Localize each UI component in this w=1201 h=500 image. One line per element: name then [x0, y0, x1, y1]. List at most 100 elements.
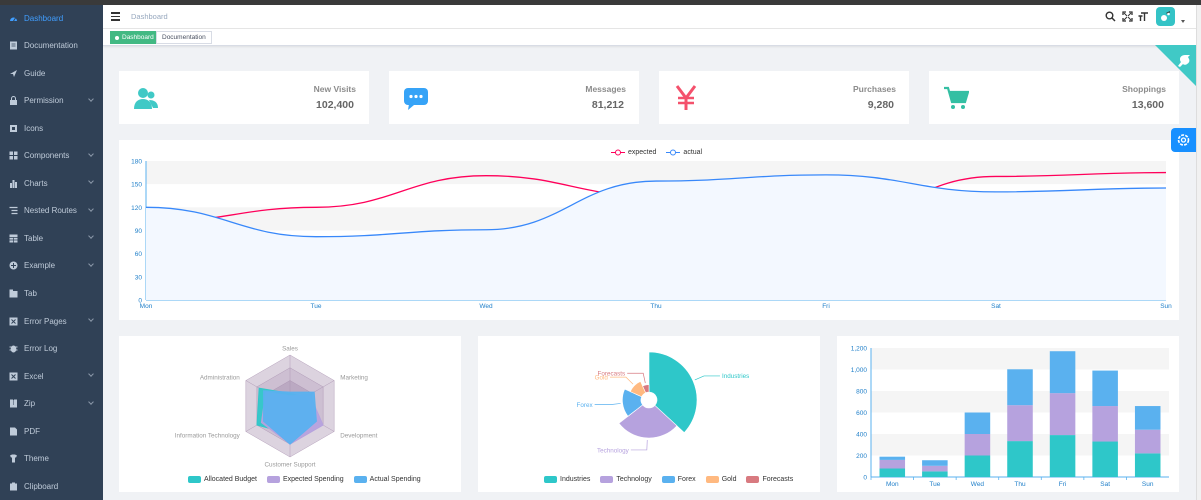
stat-card-purchases[interactable]: Purchases 9,280 [659, 71, 909, 124]
stat-label: New Visits [313, 84, 356, 94]
sidebar-item-documentation[interactable]: Documentation [0, 34, 103, 58]
bar-segment-pagea[interactable] [1092, 441, 1118, 477]
theme-icon [9, 454, 18, 463]
bar-segment-pageb[interactable] [922, 465, 948, 472]
guide-icon [9, 69, 18, 78]
hamburger-icon[interactable] [111, 12, 120, 21]
bar-segment-pageb[interactable] [1092, 406, 1118, 442]
sidebar-item-clipboard[interactable]: Clipboard [0, 474, 103, 498]
tab-icon [9, 289, 18, 298]
legend-swatch [600, 476, 614, 483]
legend-label: Industries [560, 476, 591, 483]
bar-segment-pagea[interactable] [964, 455, 991, 478]
legend-item-technology[interactable]: Technology [600, 476, 652, 483]
search-icon[interactable] [1105, 11, 1116, 22]
bar-segment-pageb[interactable] [964, 434, 991, 456]
bar-segment-pageb[interactable] [1007, 405, 1033, 442]
sidebar-item-table[interactable]: Table [0, 226, 103, 250]
stat-value: 13,600 [1131, 99, 1164, 111]
pie-slice-label: Forex [577, 402, 594, 409]
pie-slice-label: Forecasts [598, 371, 626, 378]
bar-segment-pagec[interactable] [1007, 369, 1033, 406]
legend-item-actual-spending[interactable]: Actual Spending [353, 476, 421, 483]
chevron-down-icon [88, 206, 94, 212]
fullscreen-icon[interactable] [1122, 11, 1133, 22]
bar-segment-pageb[interactable] [879, 459, 906, 469]
pie-label-line [594, 403, 621, 405]
y-tick-label: 180 [131, 159, 142, 166]
bar-segment-pagec[interactable] [964, 412, 991, 435]
legend-item-actual[interactable]: actual [666, 149, 702, 156]
sidebar-item-charts[interactable]: Charts [0, 171, 103, 195]
sidebar-item-nested-routes[interactable]: Nested Routes [0, 199, 103, 223]
nested-icon [9, 206, 18, 215]
bar-chart[interactable]: 0 200 400 600 800 1,000 1,200 Mon Tue Wed Thu Fri Sa… [837, 336, 1179, 492]
sidebar-item-pdf[interactable]: PDF [0, 419, 103, 443]
pie-slice-label: Industries [722, 373, 749, 380]
radar-chart[interactable]: Sales Marketing Development Customer Suppor… [119, 336, 461, 476]
bar-segment-pagea[interactable] [1134, 453, 1161, 477]
legend-item-forex[interactable]: Forex [661, 476, 696, 483]
sidebar-item-example[interactable]: Example [0, 254, 103, 278]
bar-segment-pagec[interactable] [922, 460, 948, 466]
legend-item-expected-spending[interactable]: Expected Spending [266, 476, 344, 483]
tags-view: Dashboard Documentation [103, 29, 1197, 46]
bar-segment-pageb[interactable] [1049, 393, 1076, 436]
tag-documentation[interactable]: Documentation [156, 31, 212, 44]
legend-item-forecasts[interactable]: Forecasts [746, 476, 793, 483]
radar-series-actual-spending[interactable] [263, 390, 317, 445]
pie-slice-forecasts[interactable] [642, 384, 650, 394]
caret-down-icon[interactable] [1181, 20, 1185, 23]
pie-slice-industries[interactable] [648, 351, 698, 433]
legend-item-allocated-budget[interactable]: Allocated Budget [188, 476, 257, 483]
github-corner-icon[interactable] [1155, 45, 1197, 87]
sidebar-item-label: Error Log [24, 344, 58, 354]
stat-card-new-visits[interactable]: New Visits 102,400 [119, 71, 369, 124]
grid-band [146, 161, 1166, 185]
bar-segment-pagea[interactable] [1007, 441, 1033, 477]
chevron-down-icon [88, 95, 94, 102]
settings-button[interactable] [1171, 128, 1196, 152]
bar-segment-pagec[interactable] [1092, 370, 1118, 407]
bar-segment-pagea[interactable] [922, 471, 948, 477]
shopping-cart-icon [944, 86, 969, 109]
legend-item-gold[interactable]: Gold [705, 476, 736, 483]
sidebar-item-dashboard[interactable]: Dashboard [0, 6, 103, 30]
stat-card-shoppings[interactable]: Shoppings 13,600 [929, 71, 1179, 124]
zip-icon [9, 399, 18, 408]
font-size-icon[interactable] [1138, 11, 1149, 22]
sidebar-item-excel[interactable]: Excel [0, 364, 103, 388]
sidebar-item-label: Documentation [24, 41, 78, 51]
sidebar-item-icons[interactable]: Icons [0, 116, 103, 140]
bar-segment-pagec[interactable] [1049, 351, 1076, 394]
page-scrollbar[interactable] [1196, 5, 1201, 500]
sidebar-item-zip[interactable]: Zip [0, 392, 103, 416]
pie-slice-forex[interactable] [622, 388, 644, 417]
sidebar-item-error-pages[interactable]: Error Pages [0, 309, 103, 333]
legend-item-industries[interactable]: Industries [544, 476, 590, 483]
sidebar-item-components[interactable]: Components [0, 144, 103, 168]
pie-label-line [694, 375, 720, 381]
x-tick-label: Mon [140, 303, 153, 310]
stat-card-messages[interactable]: Messages 81,212 [389, 71, 639, 124]
radar-indicator-label: Sales [282, 346, 298, 353]
bar-segment-pagea[interactable] [879, 468, 906, 477]
breadcrumb[interactable]: Dashboard [131, 12, 168, 21]
pie-slice-technology[interactable] [618, 404, 678, 439]
line-chart[interactable]: 0 30 60 90 120 150 180 Mon Tue Wed Thu Fri Sat Sun [119, 140, 1179, 320]
pie-slice-gold[interactable] [629, 380, 647, 398]
bar-segment-pagec[interactable] [879, 456, 906, 460]
tag-dashboard[interactable]: Dashboard [110, 31, 160, 44]
sidebar-item-permission[interactable]: Permission [0, 89, 103, 113]
bar-segment-pagea[interactable] [1049, 435, 1076, 477]
legend-item-expected[interactable]: expected [611, 149, 656, 156]
avatar[interactable] [1156, 7, 1175, 26]
sidebar-item-guide[interactable]: Guide [0, 61, 103, 85]
sidebar-item-error-log[interactable]: Error Log [0, 337, 103, 361]
series-line-actual[interactable] [145, 174, 1167, 238]
bar-segment-pagec[interactable] [1134, 406, 1161, 430]
sidebar-item-theme[interactable]: Theme [0, 447, 103, 471]
sidebar-item-tab[interactable]: Tab [0, 282, 103, 306]
bar-segment-pageb[interactable] [1134, 429, 1161, 454]
